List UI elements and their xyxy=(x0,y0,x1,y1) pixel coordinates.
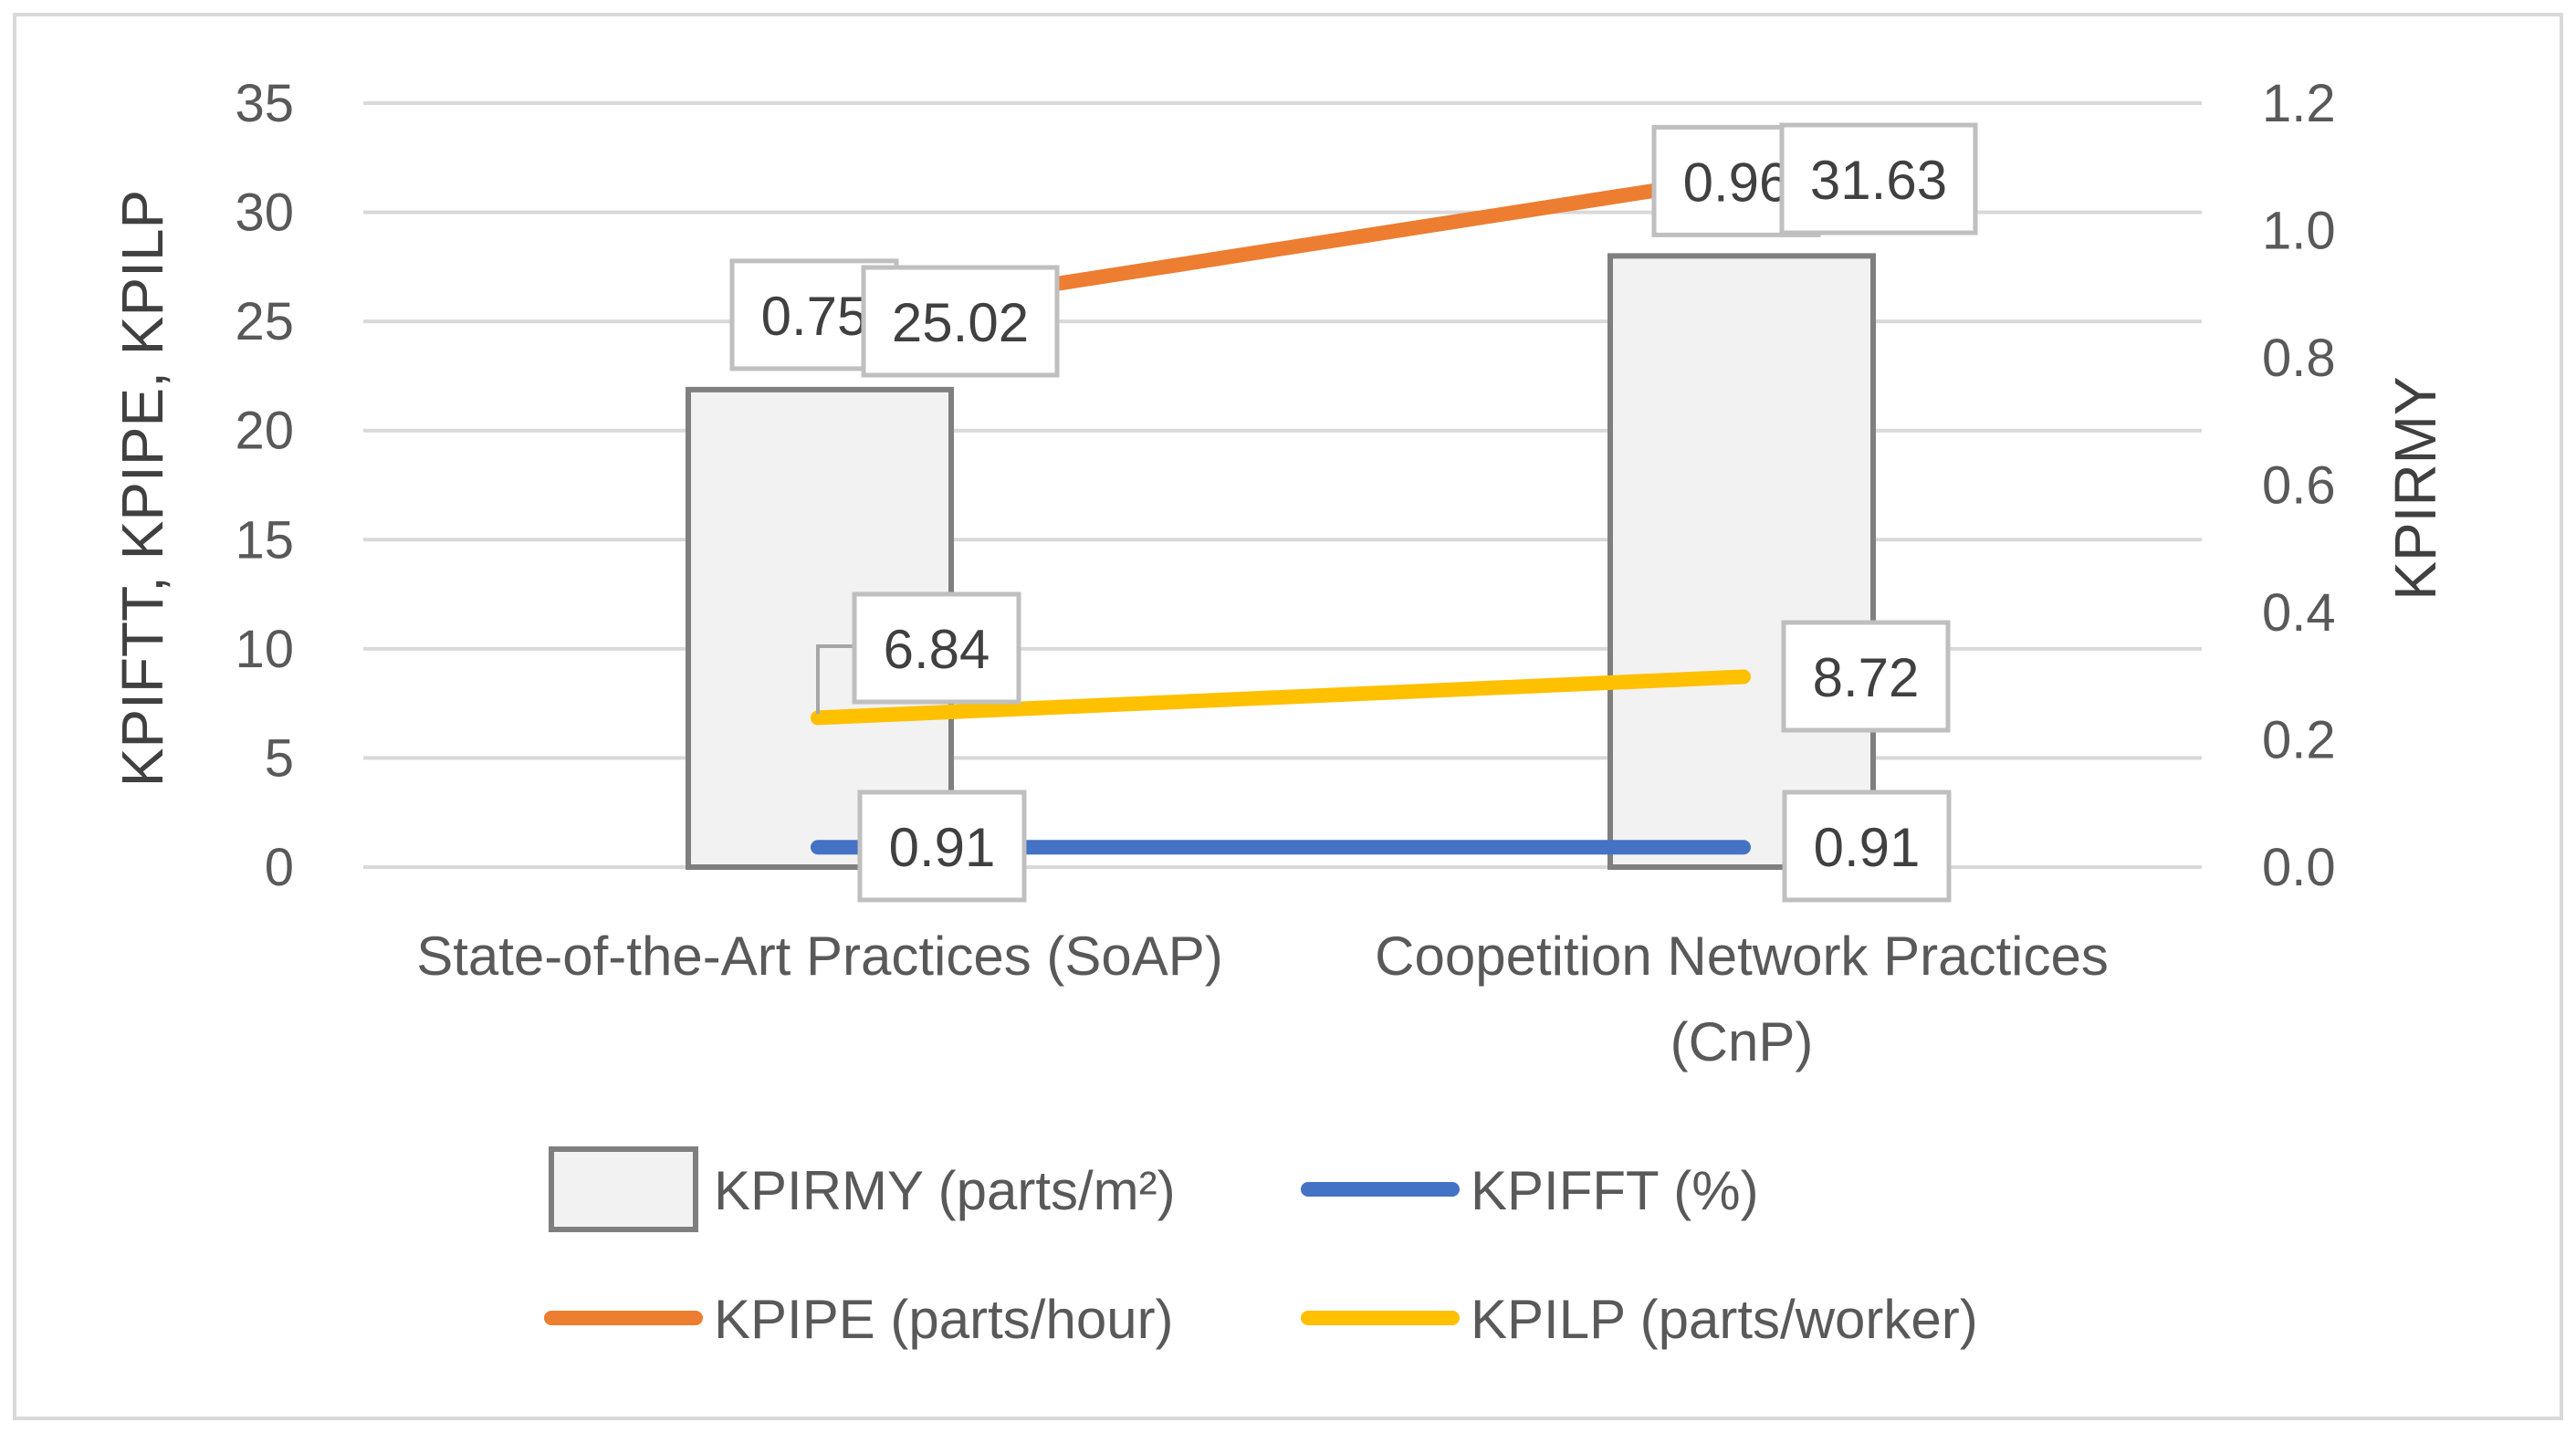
data-label-kpilp: 8.72 xyxy=(1813,647,1920,708)
left-axis-tick-label: 15 xyxy=(235,510,294,570)
legend-label: KPIPE (parts/hour) xyxy=(714,1289,1174,1350)
right-axis-tick-label: 0.8 xyxy=(2262,329,2336,388)
data-label-kpirmy: 0.75 xyxy=(761,286,868,347)
right-axis-tick-label: 0.2 xyxy=(2262,711,2336,770)
axis-ticks: 0 5 10 15 20 25 30 35 0.0 0.2 0.4 0.6 0.8 1.0 1.2 State… xyxy=(235,74,2335,1072)
category-label: Coopetition Network Practices xyxy=(1375,926,2109,987)
right-axis-tick-label: 0.0 xyxy=(2262,838,2336,897)
data-label-kpifft: 0.91 xyxy=(889,817,996,878)
data-label-kpipe: 25.02 xyxy=(892,292,1029,353)
right-axis-tick-label: 1.0 xyxy=(2262,202,2336,261)
bar-kpirmy xyxy=(1607,253,1876,870)
left-axis-tick-label: 35 xyxy=(235,74,294,133)
right-axis-tick-label: 0.6 xyxy=(2262,456,2336,516)
right-axis-title: KPIRMY xyxy=(2382,376,2448,600)
left-axis-title: KPIFTT, KPIPE, KPILP xyxy=(110,190,175,787)
data-label-kpirmy: 0.96 xyxy=(1683,152,1790,213)
data-label-kpilp: 6.84 xyxy=(884,619,990,680)
right-axis-tick-label: 1.2 xyxy=(2262,74,2336,133)
legend-label: KPILP (parts/worker) xyxy=(1471,1289,1978,1350)
left-axis-tick-label: 10 xyxy=(235,620,294,679)
category-label: (CnP) xyxy=(1670,1011,1814,1072)
left-axis-tick-label: 20 xyxy=(235,402,294,461)
data-labels: 0.75 0.96 25.02 31.63 6.84 8.72 0.91 0.91 xyxy=(729,122,1978,903)
data-label-kpifft-box xyxy=(1782,790,1952,903)
line-kpilp xyxy=(811,669,1751,726)
legend-label: KPIFFT (%) xyxy=(1471,1160,1759,1221)
left-axis-tick-label: 5 xyxy=(265,728,294,788)
data-label-kpifft-box xyxy=(857,790,1027,903)
bar-series-layer xyxy=(686,253,1876,870)
right-axis-tick-label: 0.4 xyxy=(2262,583,2336,643)
data-label-kpipe: 31.63 xyxy=(1810,150,1947,211)
category-label: State-of-the-Art Practices (SoAP) xyxy=(416,926,1223,987)
legend-swatch-bar xyxy=(549,1146,698,1232)
data-label-kpifft: 0.91 xyxy=(1814,817,1921,878)
left-axis-tick-label: 30 xyxy=(235,183,294,243)
data-label-kpilp-box xyxy=(1781,620,1951,733)
legend: KPIRMY (parts/m²) KPIFFT (%) KPIPE (parts/… xyxy=(544,1146,1978,1350)
leader-line xyxy=(816,644,858,715)
data-label-kpipe-box xyxy=(1779,122,1978,235)
left-axis-tick-label: 25 xyxy=(235,292,294,351)
data-label-kpilp-box xyxy=(852,591,1021,705)
gridlines xyxy=(363,101,2202,869)
legend-label: KPIRMY (parts/m²) xyxy=(714,1160,1176,1221)
data-label-kpipe-box xyxy=(861,265,1060,378)
chart-area-border xyxy=(13,13,2563,1420)
left-axis-tick-label: 0 xyxy=(265,838,294,897)
